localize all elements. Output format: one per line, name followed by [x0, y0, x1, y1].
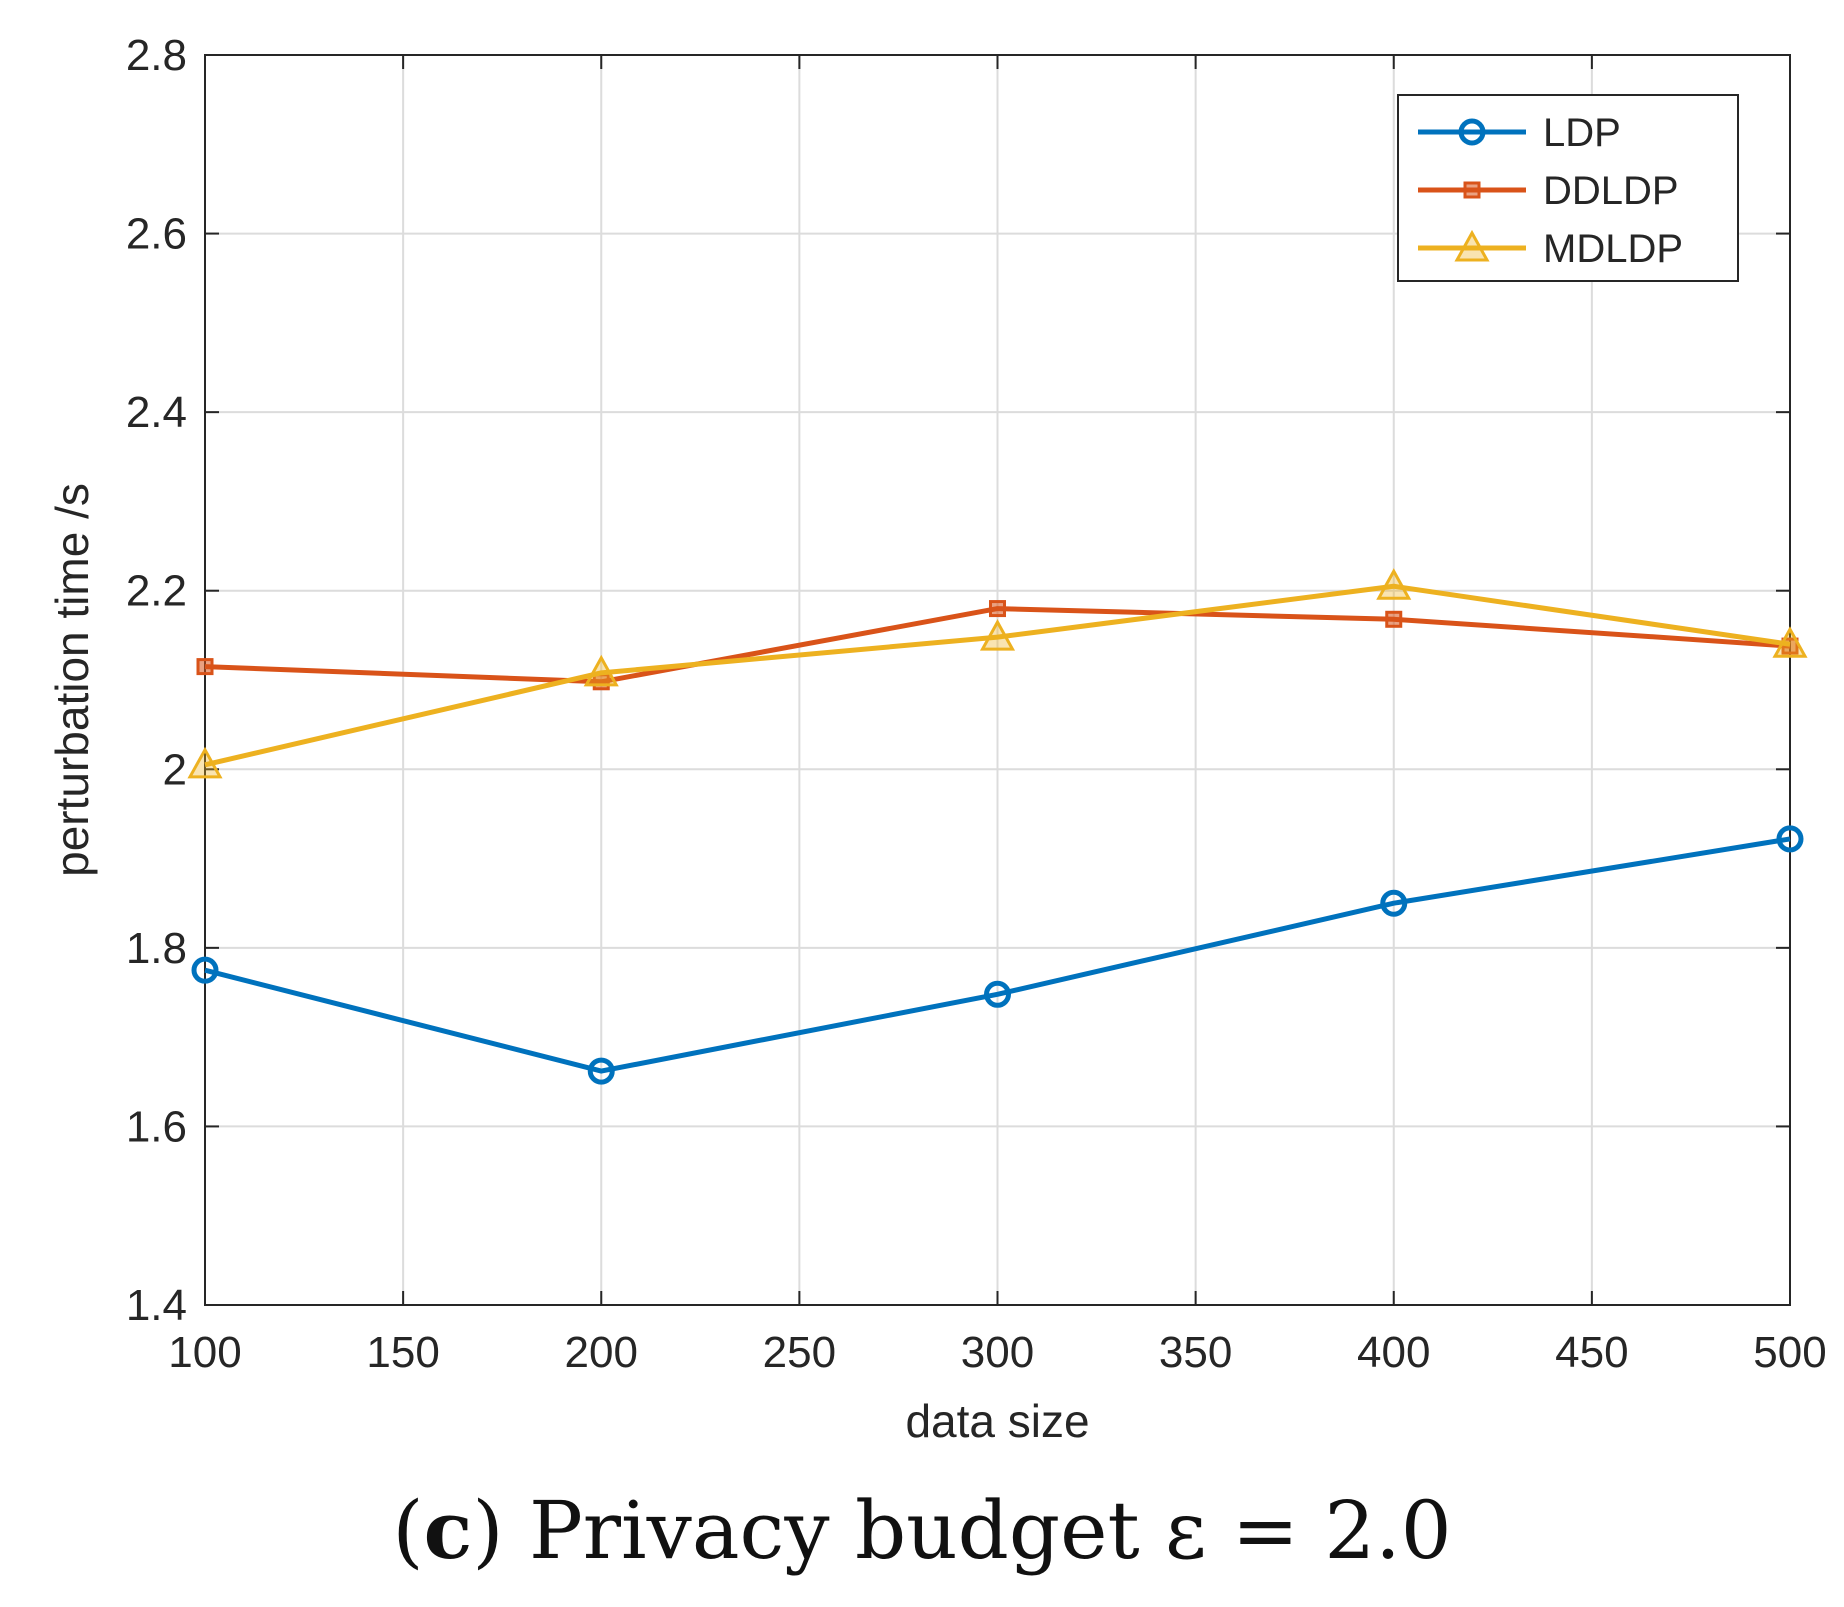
data-point-mdldp — [187, 746, 223, 779]
x-tick-label: 450 — [1555, 1328, 1628, 1377]
x-tick-label: 300 — [961, 1328, 1034, 1377]
data-point-mdldp — [1376, 568, 1412, 600]
y-tick-label: 2.4 — [126, 388, 187, 437]
x-tick-label: 350 — [1159, 1328, 1232, 1377]
x-axis-label: data size — [905, 1395, 1089, 1447]
series-line-ldp — [204, 836, 1791, 1074]
data-point-mdldp — [979, 619, 1016, 651]
legend-label: LDP — [1543, 111, 1621, 155]
x-tick-label: 500 — [1753, 1328, 1826, 1377]
legend-marker — [1454, 229, 1490, 262]
line-chart: 100 150 200 250 300 350 400 450 500 1.4 1.6 1.8 2 2.2… — [46, 31, 1827, 1447]
caption-open: ( — [392, 1484, 424, 1577]
data-point-ldp — [984, 980, 1011, 1008]
series-line-mdldp — [204, 583, 1791, 768]
y-axis-label: perturbation time /s — [46, 483, 98, 877]
legend-marker — [1458, 118, 1486, 146]
y-tick-label: 2.2 — [126, 567, 187, 616]
y-tick-label: 1.8 — [126, 924, 187, 973]
caption-letter: c — [423, 1483, 473, 1577]
series-layer — [187, 568, 1808, 1085]
y-tick-label: 2.6 — [126, 210, 187, 259]
data-point-ldp — [587, 1057, 615, 1085]
caption-text: ) Privacy budget ε = 2.0 — [472, 1484, 1452, 1577]
axis-ticks: 100 150 200 250 300 350 400 450 500 1.4 1.6 1.8 2 2.2… — [126, 31, 1827, 1377]
legend-item-mdldp: MDLDP — [1418, 227, 1683, 271]
series-ddldp — [196, 600, 1799, 691]
series-ldp — [191, 825, 1804, 1085]
data-point-ldp — [1776, 825, 1804, 853]
x-tick-label: 200 — [565, 1328, 638, 1377]
x-tick-label: 250 — [763, 1328, 836, 1377]
data-point-ddldp — [989, 600, 1006, 618]
legend-label: DDLDP — [1543, 169, 1679, 213]
data-point-ddldp — [1385, 610, 1403, 628]
legend-label: MDLDP — [1543, 227, 1683, 271]
y-tick-label: 2.8 — [126, 31, 187, 80]
series-mdldp — [187, 568, 1808, 779]
data-point-mdldp — [1772, 626, 1808, 658]
legend: LDP DDLDP MDLDP — [1397, 94, 1739, 282]
legend-item-ldp: LDP — [1418, 111, 1621, 155]
y-tick-label: 1.4 — [126, 1281, 187, 1330]
data-point-mdldp — [583, 654, 619, 687]
data-point-ddldp — [196, 658, 214, 676]
x-tick-label: 100 — [168, 1328, 241, 1377]
data-point-ldp — [1380, 889, 1408, 917]
x-tick-label: 150 — [366, 1328, 439, 1377]
data-point-ldp — [191, 956, 219, 984]
x-tick-label: 400 — [1357, 1328, 1430, 1377]
y-tick-label: 1.6 — [126, 1102, 187, 1151]
figure-caption: (c) Privacy budget ε = 2.0 — [0, 1480, 1844, 1580]
legend-item-ddldp: DDLDP — [1418, 169, 1679, 213]
legend-marker — [1463, 181, 1481, 199]
y-tick-label: 2 — [163, 745, 187, 794]
